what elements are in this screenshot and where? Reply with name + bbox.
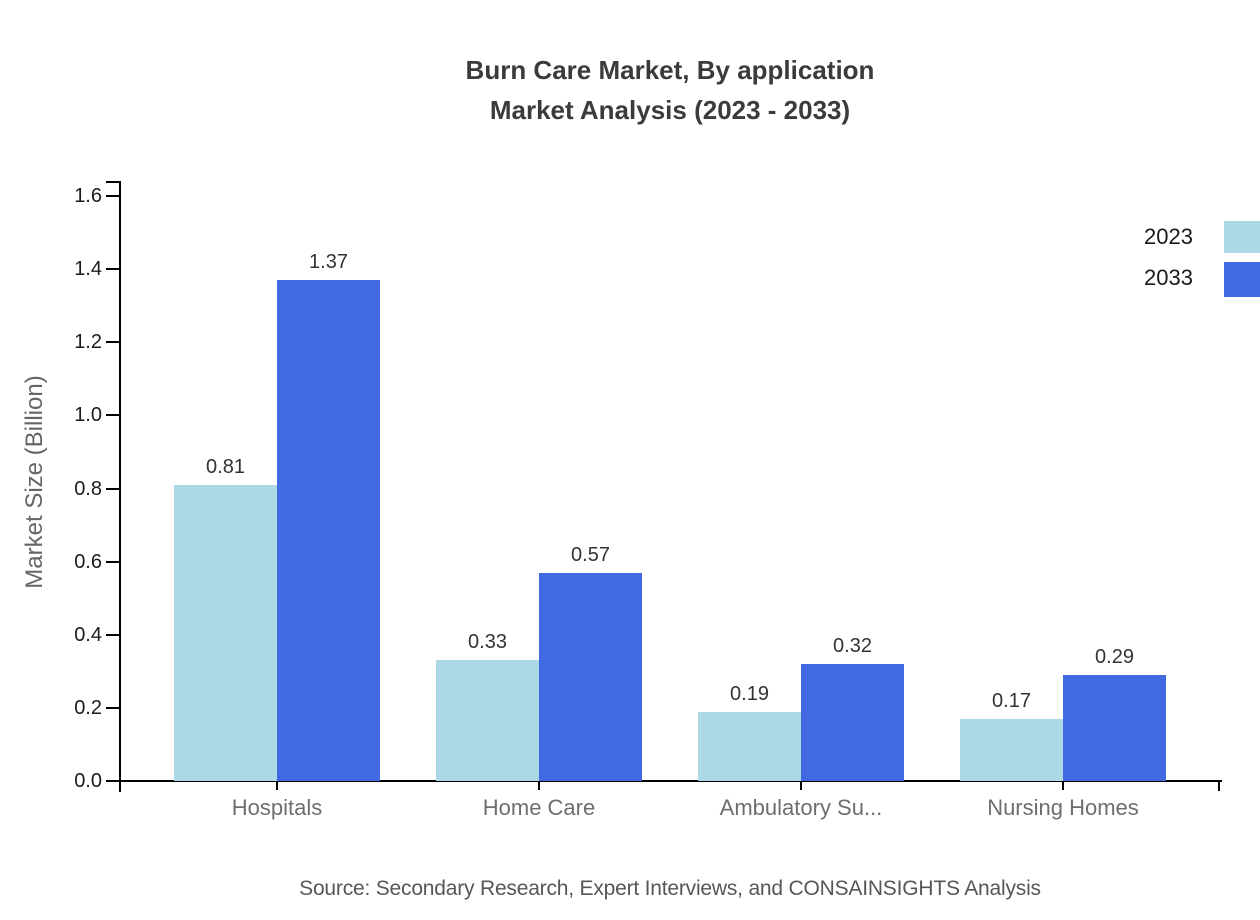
value-label: 1.37 bbox=[309, 251, 348, 273]
y-tick bbox=[106, 487, 120, 490]
y-tick-label: 0.6 bbox=[74, 550, 102, 573]
bar-2023-0 bbox=[174, 485, 277, 781]
chart-title: Burn Care Market, By application Market … bbox=[80, 50, 1260, 130]
chart-title-line2: Market Analysis (2023 - 2033) bbox=[489, 95, 851, 125]
category-label: Ambulatory Su... bbox=[719, 795, 883, 820]
bar-2023-2 bbox=[698, 712, 801, 781]
bar-2023-1 bbox=[436, 660, 539, 781]
y-tick bbox=[106, 780, 120, 782]
category-label: Hospitals bbox=[231, 795, 323, 820]
y-tick bbox=[106, 341, 120, 344]
x-axis-line bbox=[119, 780, 1222, 782]
y-tick-label: 1.2 bbox=[74, 331, 102, 354]
legend-label-2023: 2023 bbox=[1144, 224, 1193, 249]
value-label: 0.19 bbox=[730, 683, 769, 705]
y-tick bbox=[106, 560, 120, 563]
y-tick bbox=[106, 268, 120, 271]
y-tick bbox=[106, 195, 120, 197]
legend-swatch-2033 bbox=[1224, 262, 1260, 297]
x-tick bbox=[538, 781, 540, 790]
value-label: 0.33 bbox=[468, 631, 507, 653]
chart-title-line1: Burn Care Market, By application bbox=[465, 55, 875, 85]
legend-label-2033: 2033 bbox=[1144, 265, 1193, 290]
x-tick bbox=[800, 781, 802, 790]
source-text: Source: Secondary Research, Expert Inter… bbox=[299, 877, 1041, 900]
value-label: 0.32 bbox=[833, 635, 872, 657]
bar-2033-3 bbox=[1063, 675, 1166, 781]
category-label: Home Care bbox=[482, 795, 596, 820]
y-tick bbox=[106, 414, 120, 417]
value-label: 0.17 bbox=[992, 690, 1031, 712]
value-label: 0.57 bbox=[571, 544, 610, 566]
y-tick-label: 0.2 bbox=[74, 696, 102, 719]
y-tick-label: 0.0 bbox=[74, 770, 102, 792]
y-tick-label: 1.6 bbox=[74, 185, 102, 207]
x-tick bbox=[276, 781, 278, 790]
legend-swatch-2023 bbox=[1224, 221, 1260, 253]
bar-2033-1 bbox=[539, 573, 642, 781]
y-tick-label: 0.4 bbox=[74, 623, 102, 646]
y-tick bbox=[106, 633, 120, 636]
bar-2033-0 bbox=[277, 280, 380, 781]
y-tick-label: 0.8 bbox=[74, 477, 102, 500]
y-tick-label: 1.4 bbox=[74, 258, 102, 281]
y-axis-line bbox=[119, 181, 121, 792]
value-label: 0.29 bbox=[1095, 646, 1134, 668]
y-tick-label: 1.0 bbox=[74, 404, 102, 427]
bar-2023-3 bbox=[960, 719, 1063, 781]
y-axis-end-tick bbox=[106, 181, 120, 183]
category-label: Nursing Homes bbox=[987, 795, 1139, 820]
value-label: 0.81 bbox=[206, 456, 245, 478]
x-tick bbox=[1062, 781, 1064, 790]
bar-2033-2 bbox=[801, 664, 904, 781]
x-axis-end-tick bbox=[1218, 781, 1220, 791]
y-tick bbox=[106, 706, 120, 709]
